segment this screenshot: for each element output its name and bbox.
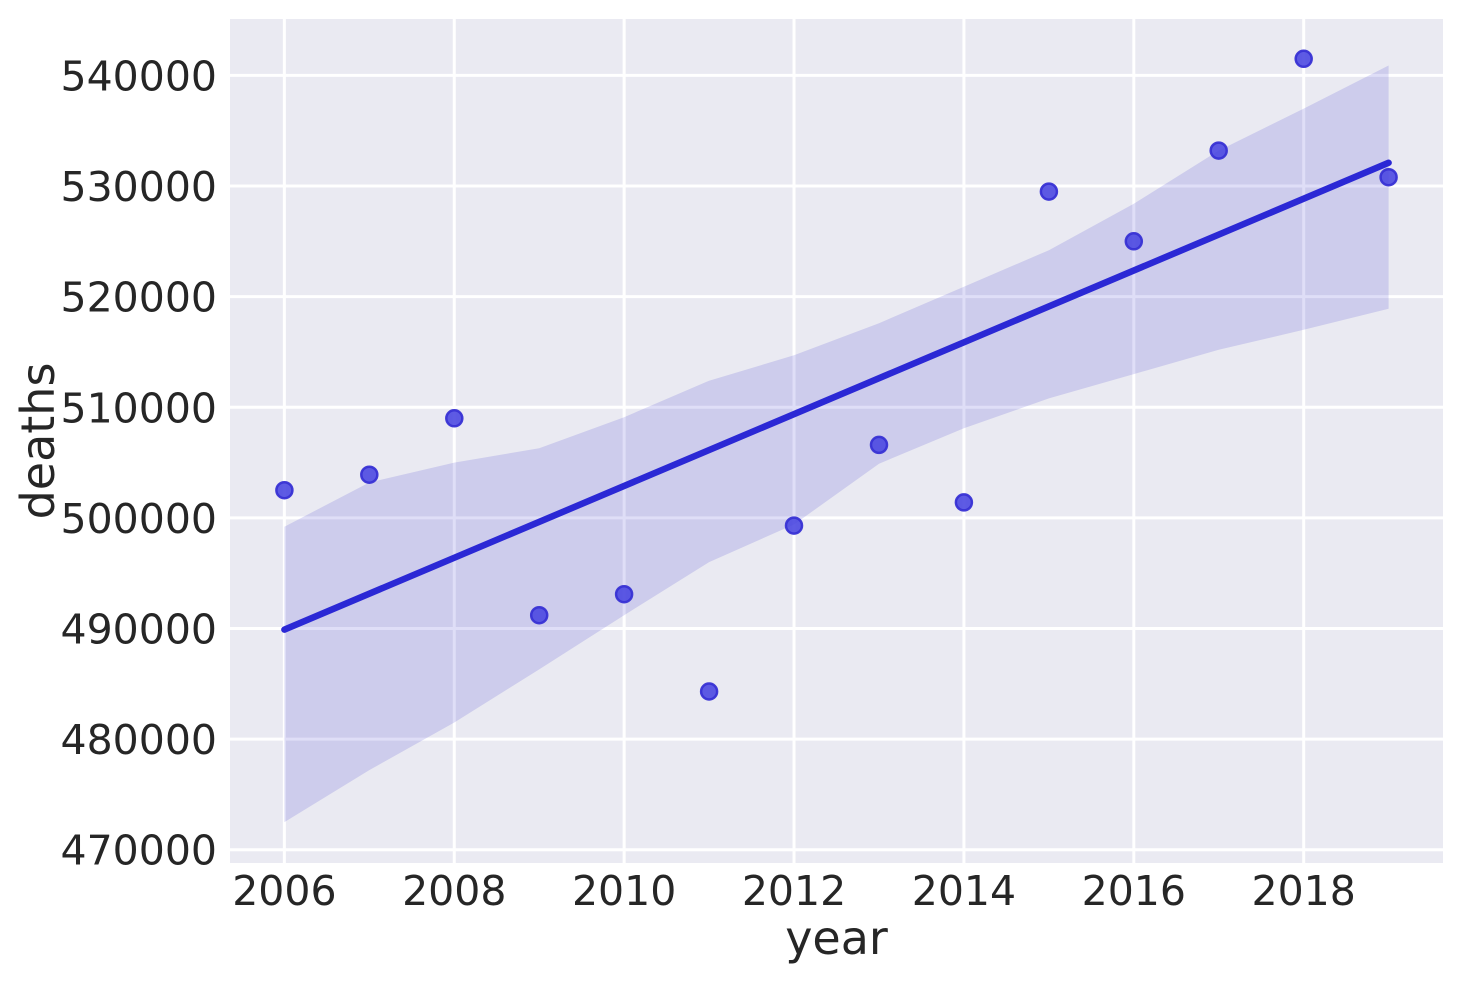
y-tick-label: 540000	[60, 52, 217, 100]
y-tick-label: 470000	[60, 827, 217, 875]
data-point	[360, 465, 379, 484]
data-point	[1294, 49, 1313, 69]
data-point	[445, 409, 464, 428]
regression-line	[281, 159, 1392, 633]
y-tick-label: 520000	[60, 274, 217, 322]
data-point	[1039, 182, 1059, 201]
x-tick-label: 2008	[402, 867, 506, 915]
x-tick-label: 2018	[1252, 867, 1356, 915]
y-tick-label: 500000	[60, 495, 217, 543]
y-axis-label: deaths	[11, 362, 65, 520]
x-tick-label: 2010	[572, 867, 676, 915]
y-tick-label: 510000	[60, 384, 217, 432]
y-tick-label: 480000	[60, 716, 217, 764]
x-axis-label: year	[785, 911, 888, 965]
x-tick-label: 2016	[1082, 867, 1186, 915]
data-point	[529, 605, 549, 625]
y-tick-label: 530000	[60, 163, 217, 211]
data-point	[1379, 167, 1398, 187]
x-tick-label: 2014	[912, 867, 1016, 915]
data-point	[1209, 141, 1228, 160]
data-point	[699, 682, 719, 701]
data-point	[275, 480, 294, 500]
plot-area	[230, 19, 1443, 863]
x-tick-label: 2012	[742, 867, 846, 915]
x-tick-label: 2006	[232, 867, 336, 915]
data-point	[954, 493, 974, 512]
confidence-band	[284, 65, 1389, 823]
data-point	[869, 435, 889, 455]
data-point	[784, 516, 804, 535]
data-point	[1124, 232, 1144, 251]
y-tick-label: 490000	[60, 605, 217, 653]
data-point	[614, 584, 634, 604]
